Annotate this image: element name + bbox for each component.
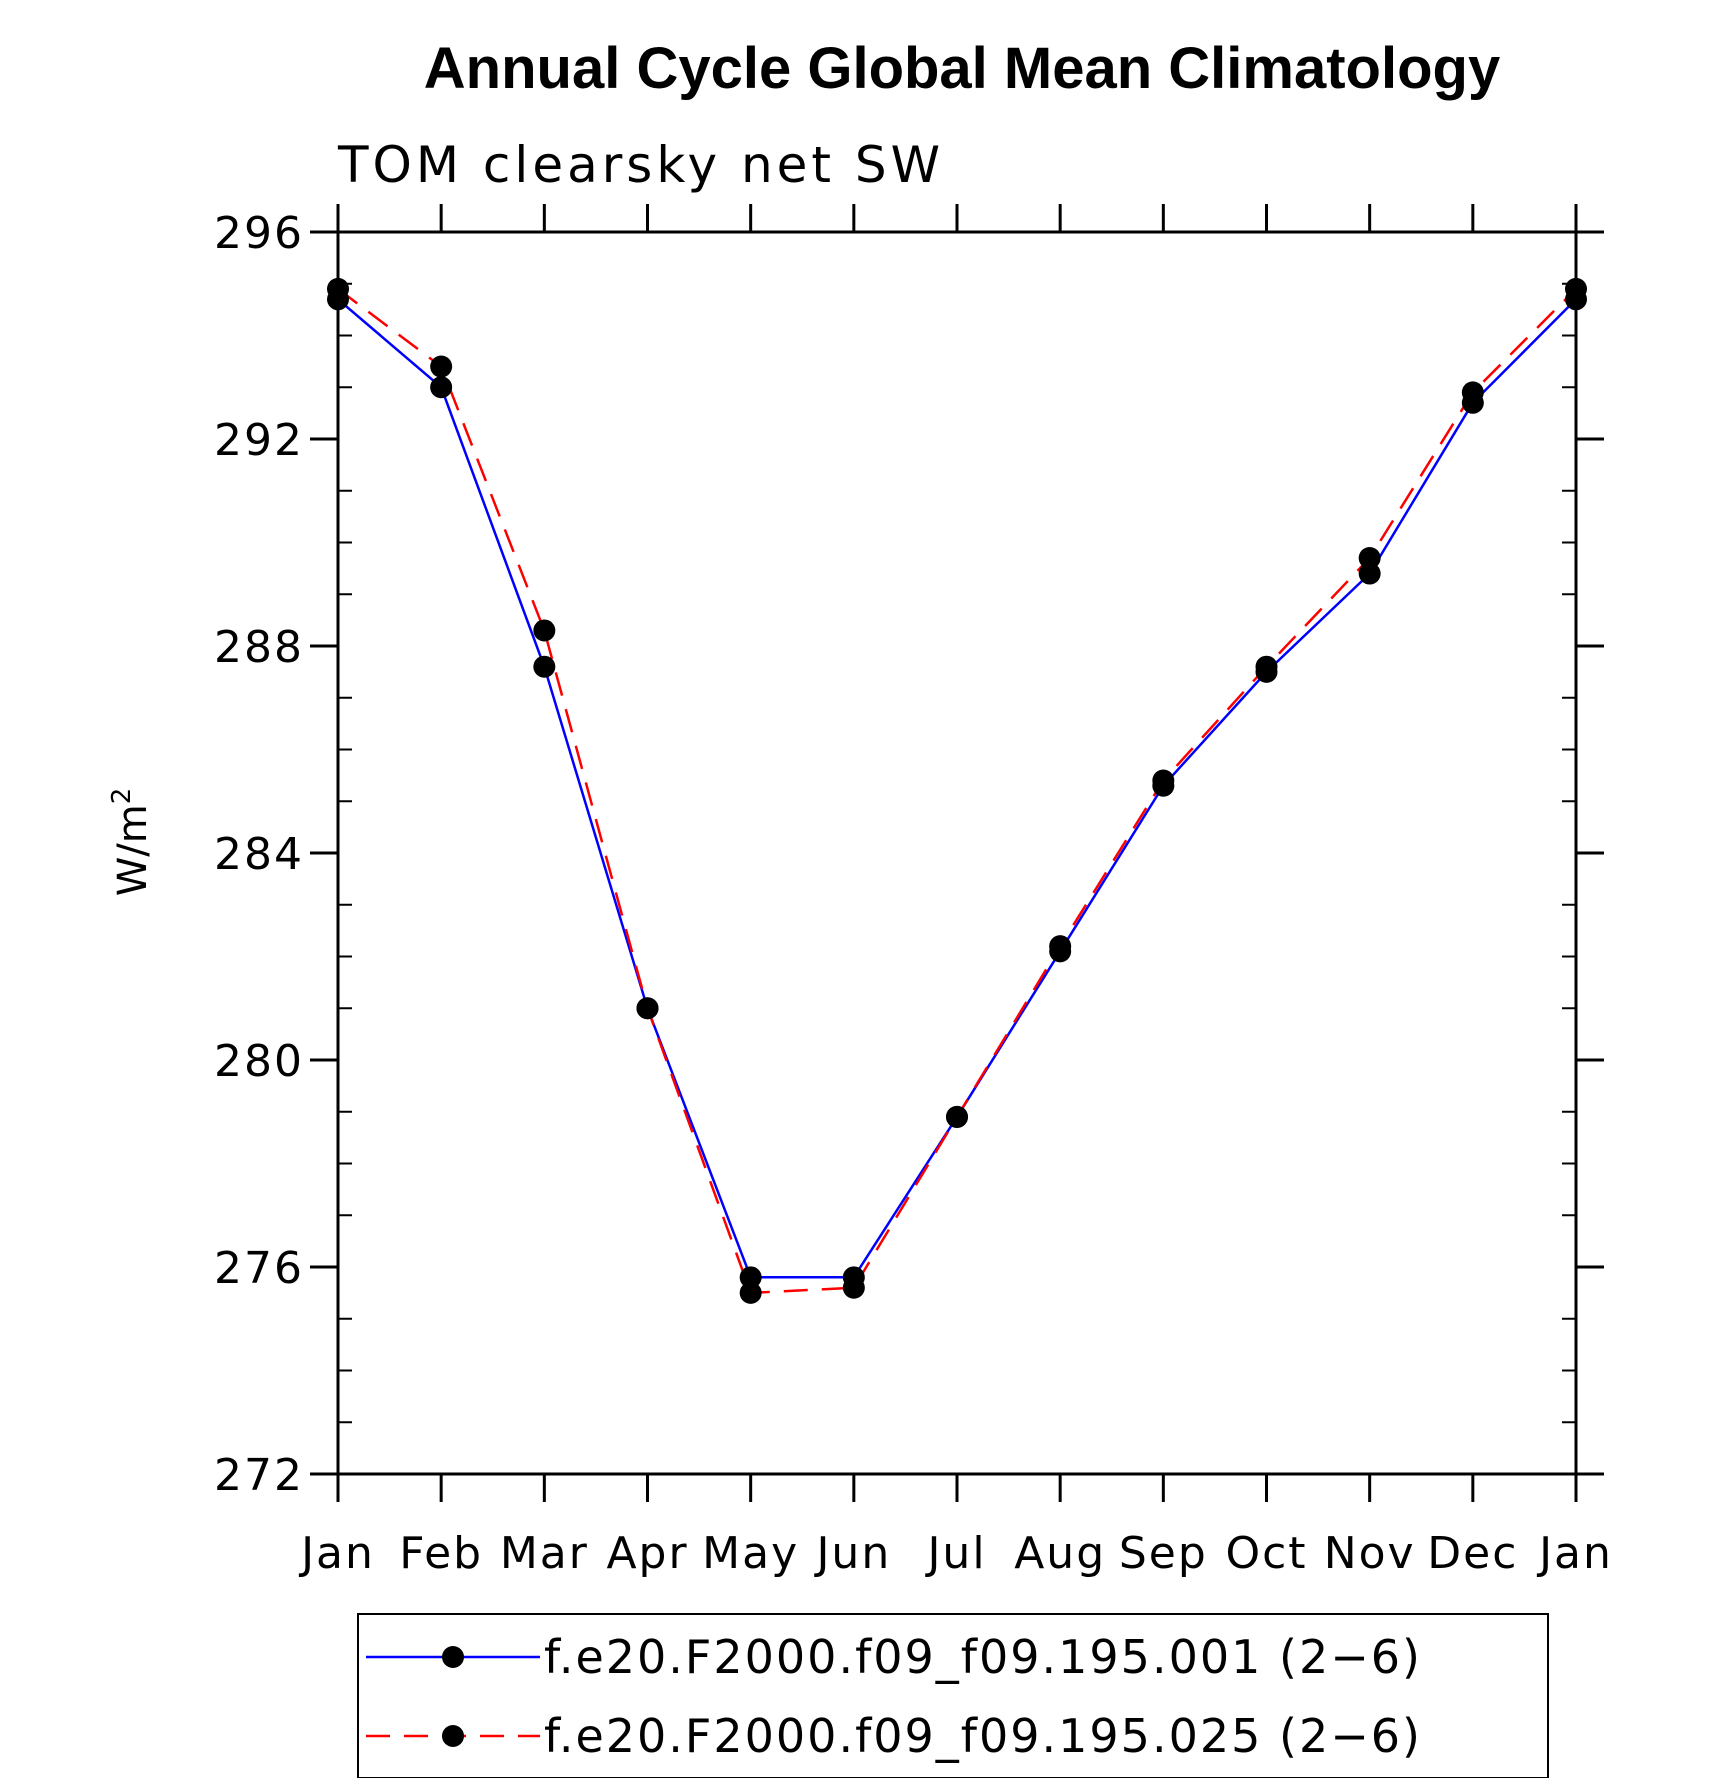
legend-label-1: f.e20.F2000.f09_f09.195.001 (2−6) [544, 1630, 1422, 1684]
legend-box [357, 1613, 1549, 1778]
x-tick-label: Sep [1119, 1528, 1208, 1579]
data-point-series-2 [1255, 655, 1278, 678]
x-tick-label: Aug [1014, 1528, 1106, 1579]
data-point-series-2 [1049, 935, 1072, 958]
y-tick-label: 288 [214, 622, 304, 673]
data-point-series-1 [739, 1266, 762, 1289]
x-tick-label: May [702, 1528, 799, 1579]
svg-text:W/m2: W/m2 [107, 788, 156, 897]
plot-frame [336, 230, 1578, 1476]
data-point-series-1 [430, 376, 453, 399]
data-point-series-2 [1152, 769, 1175, 792]
data-point-series-2 [430, 355, 453, 378]
y-axis-label-superscript: 2 [107, 788, 137, 805]
data-point-series-1 [533, 655, 556, 678]
data-point-series-2 [1565, 277, 1587, 300]
x-tick-label: Dec [1427, 1528, 1518, 1579]
y-tick-labels: 296 292 288 284 280 276 272 [214, 208, 304, 1501]
y-axis-label-text: W/m [110, 804, 156, 896]
y-tick-label: 296 [214, 208, 304, 259]
data-point-series-2 [1461, 381, 1484, 404]
data-point-series-2 [327, 277, 349, 300]
legend-marker-2 [442, 1725, 464, 1747]
legend: f.e20.F2000.f09_f09.195.001 (2−6) f.e20.… [357, 1613, 1549, 1778]
y-axis-label: W/m2 [107, 788, 156, 897]
series-lines [337, 287, 1577, 1295]
data-point-series-2 [946, 1105, 968, 1128]
legend-marker-1 [442, 1646, 464, 1668]
data-point-series-2 [842, 1276, 865, 1299]
chart-subtitle: TOM clearsky net SW [337, 136, 944, 194]
series-markers [327, 277, 1587, 1304]
x-tick-label: Jan [298, 1528, 375, 1579]
y-tick-label: 280 [214, 1036, 304, 1087]
x-tick-label: Mar [500, 1528, 589, 1579]
x-tick-label: Jan [1536, 1528, 1613, 1579]
data-point-series-2 [533, 619, 556, 642]
data-point-series-2 [739, 1281, 762, 1304]
x-tick-label: Oct [1225, 1528, 1307, 1579]
x-tick-label: Jun [813, 1528, 891, 1579]
x-tick-labels: Jan Feb Mar Apr May Jun Jul Aug Sep Oct Nov Dec Jan [298, 1528, 1613, 1579]
data-point-series-2 [1358, 547, 1381, 570]
axes [310, 204, 1604, 1502]
x-tick-label: Apr [606, 1528, 688, 1579]
y-tick-label: 272 [214, 1450, 304, 1501]
legend-label-2: f.e20.F2000.f09_f09.195.025 (2−6) [544, 1709, 1422, 1763]
chart-title: Annual Cycle Global Mean Climatology [424, 36, 1500, 101]
y-tick-label: 276 [214, 1243, 304, 1294]
series-line-1 [337, 298, 1577, 1279]
series-line-2 [337, 287, 1577, 1295]
x-tick-label: Jul [924, 1528, 986, 1579]
y-tick-label: 292 [214, 415, 304, 466]
data-point-series-1 [1358, 562, 1381, 585]
x-tick-label: Feb [399, 1528, 483, 1579]
x-tick-label: Nov [1324, 1528, 1416, 1579]
y-tick-label: 284 [214, 829, 304, 880]
data-point-series-2 [636, 997, 659, 1020]
